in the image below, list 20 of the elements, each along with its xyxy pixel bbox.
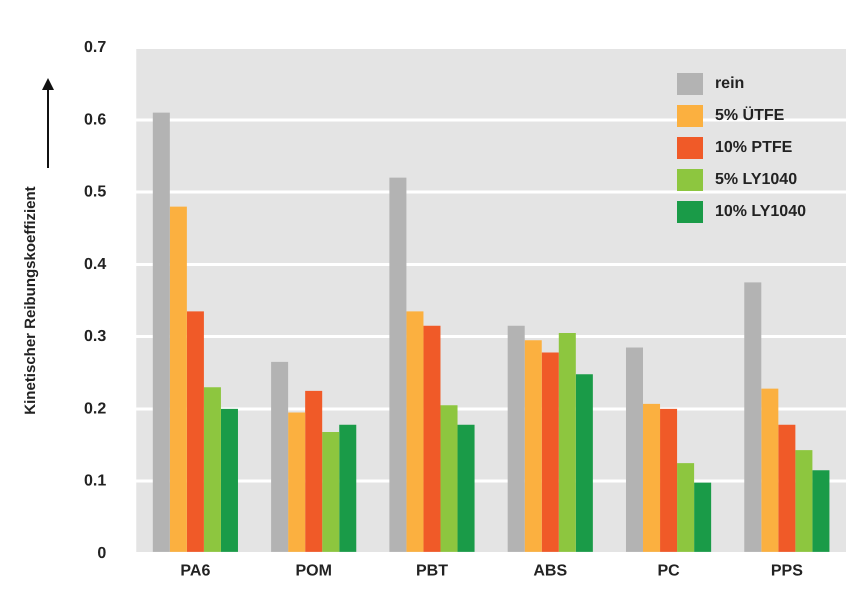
legend-label: 5% ÜTFE [714,106,784,125]
x-tick-label: PPS [770,562,804,580]
legend-label: 10% PTFE [714,138,792,157]
x-tick-label: ABS [533,562,568,580]
y-tick-label: 0.5 [84,184,106,201]
y-tick-label: 0.4 [84,256,106,273]
y-axis-title: Kinetischer Reibungskoeffizient [22,186,40,415]
y-tick-label: 0.2 [84,400,106,418]
x-tick-label: PC [657,562,680,580]
y-tick-label: 0.7 [84,39,106,56]
x-tick-label: PBT [416,562,448,580]
y-tick-label: 0.6 [84,111,106,128]
y-tick-label: 0.1 [84,472,106,490]
legend-label: rein [714,74,744,93]
y-tick-label: 0.3 [84,328,106,346]
x-tick-label: PA6 [180,562,210,580]
y-tick-label: 0 [97,544,106,562]
legend-label: 10% LY1040 [714,202,806,221]
legend-label: 5% LY1040 [714,170,798,189]
x-tick-label: POM [295,562,332,580]
